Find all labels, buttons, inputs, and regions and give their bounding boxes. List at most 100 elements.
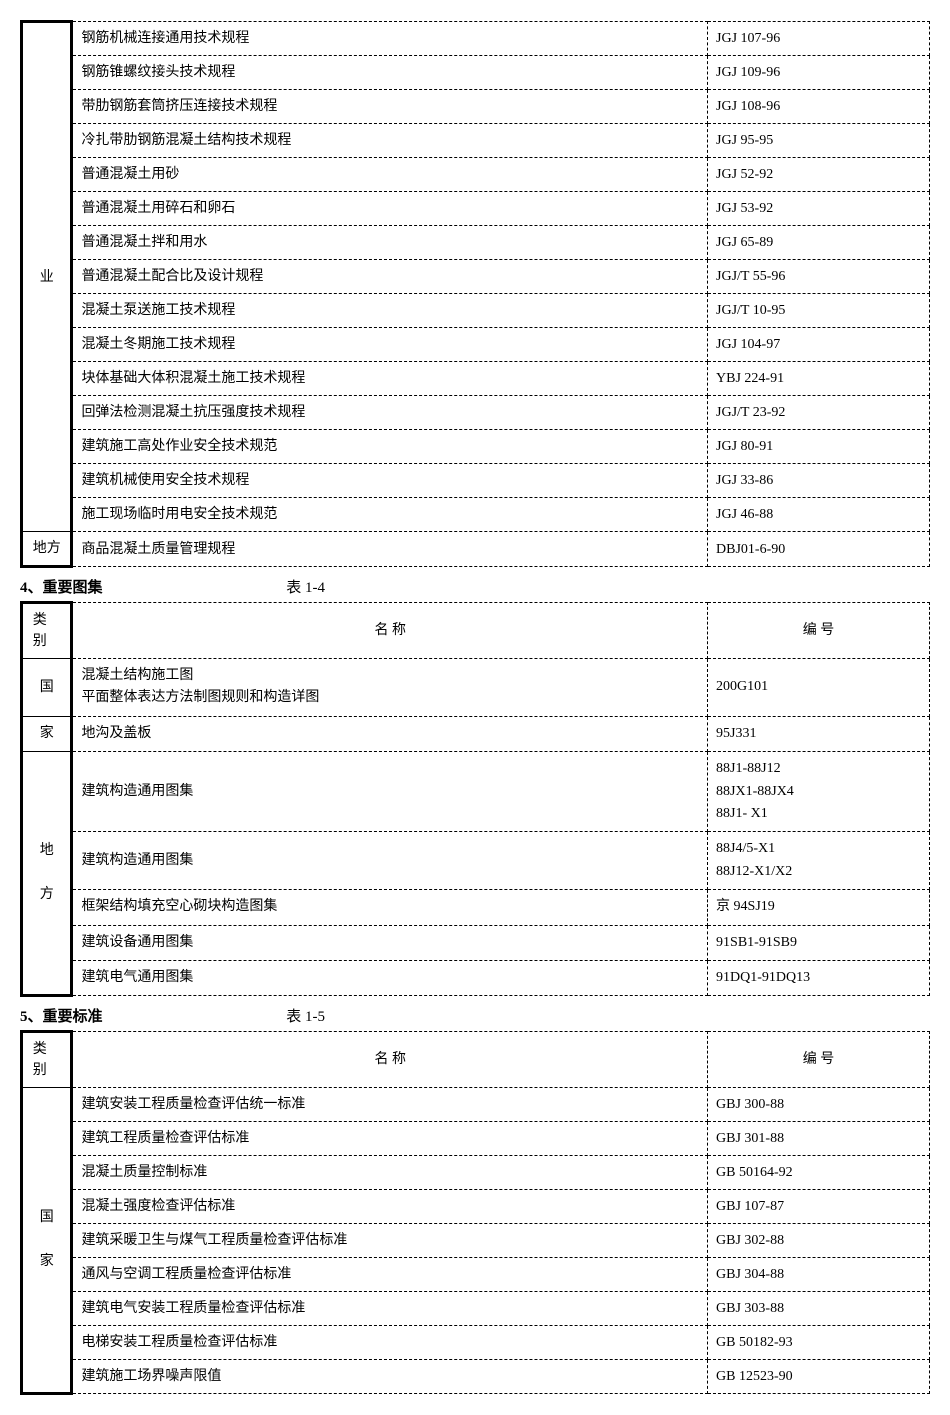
table-row: 建筑电气通用图集91DQ1-91DQ13: [22, 960, 930, 995]
code-cell: JGJ 80-91: [708, 430, 930, 464]
category-cell: 家: [22, 716, 72, 751]
name-cell: 建筑构造通用图集: [72, 832, 708, 890]
name-cell: 普通混凝土配合比及设计规程: [72, 260, 708, 294]
section-5-table-label: 表 1-5: [286, 1009, 325, 1025]
code-cell: JGJ 65-89: [708, 226, 930, 260]
name-cell: 施工现场临时用电安全技术规范: [72, 498, 708, 532]
name-cell: 混凝土强度检查评估标准: [72, 1190, 708, 1224]
table-row: 建筑施工场界噪声限值GB 12523-90: [22, 1360, 930, 1394]
code-cell: GBJ 304-88: [708, 1258, 930, 1292]
code-cell: JGJ 104-97: [708, 328, 930, 362]
name-cell: 建筑电气通用图集: [72, 960, 708, 995]
code-cell: YBJ 224-91: [708, 362, 930, 396]
table-2: 类别名 称编 号国混凝土结构施工图平面整体表达方法制图规则和构造详图200G10…: [20, 601, 930, 997]
table-row: 回弹法检测混凝土抗压强度技术规程JGJ/T 23-92: [22, 396, 930, 430]
code-cell: JGJ 109-96: [708, 56, 930, 90]
table-3: 类别名 称编 号国家建筑安装工程质量检查评估统一标准GBJ 300-88建筑工程…: [20, 1030, 930, 1395]
code-cell: DBJ01-6-90: [708, 532, 930, 567]
name-cell: 普通混凝土用砂: [72, 158, 708, 192]
name-cell: 普通混凝土用碎石和卵石: [72, 192, 708, 226]
code-cell: GBJ 301-88: [708, 1122, 930, 1156]
table-row: 建筑设备通用图集91SB1-91SB9: [22, 925, 930, 960]
name-cell: 混凝土泵送施工技术规程: [72, 294, 708, 328]
table-row: 家地沟及盖板95J331: [22, 716, 930, 751]
table-row: 普通混凝土用碎石和卵石JGJ 53-92: [22, 192, 930, 226]
name-cell: 商品混凝土质量管理规程: [72, 532, 708, 567]
section-4-table-label: 表 1-4: [286, 580, 325, 596]
name-cell: 普通混凝土拌和用水: [72, 226, 708, 260]
code-cell: JGJ/T 10-95: [708, 294, 930, 328]
name-cell: 建筑电气安装工程质量检查评估标准: [72, 1292, 708, 1326]
code-cell: 88J1-88J1288JX1-88JX488J1- X1: [708, 752, 930, 832]
name-cell: 框架结构填充空心砌块构造图集: [72, 890, 708, 925]
name-cell: 建筑安装工程质量检查评估统一标准: [72, 1088, 708, 1122]
header-name: 名 称: [72, 603, 708, 659]
name-cell: 块体基础大体积混凝土施工技术规程: [72, 362, 708, 396]
table-header-row: 类别名 称编 号: [22, 1032, 930, 1088]
table-row: 普通混凝土配合比及设计规程JGJ/T 55-96: [22, 260, 930, 294]
code-cell: 95J331: [708, 716, 930, 751]
code-cell: GBJ 302-88: [708, 1224, 930, 1258]
table-row: 建筑采暖卫生与煤气工程质量检查评估标准GBJ 302-88: [22, 1224, 930, 1258]
table-1: 业钢筋机械连接通用技术规程JGJ 107-96钢筋锥螺纹接头技术规程JGJ 10…: [20, 20, 930, 568]
category-cell: 国家: [22, 1088, 72, 1394]
header-name: 名 称: [72, 1032, 708, 1088]
section-4-title-text: 4、重要图集: [20, 580, 103, 596]
header-code: 编 号: [708, 1032, 930, 1088]
name-cell: 建筑设备通用图集: [72, 925, 708, 960]
code-cell: GBJ 300-88: [708, 1088, 930, 1122]
name-cell: 混凝土冬期施工技术规程: [72, 328, 708, 362]
name-cell: 建筑构造通用图集: [72, 752, 708, 832]
header-category: 类别: [22, 603, 72, 659]
name-cell: 带肋钢筋套筒挤压连接技术规程: [72, 90, 708, 124]
code-cell: 91SB1-91SB9: [708, 925, 930, 960]
code-cell: JGJ/T 23-92: [708, 396, 930, 430]
table-header-row: 类别名 称编 号: [22, 603, 930, 659]
name-cell: 通风与空调工程质量检查评估标准: [72, 1258, 708, 1292]
section-5-title: 5、重要标准 表 1-5: [20, 997, 930, 1030]
name-cell: 建筑机械使用安全技术规程: [72, 464, 708, 498]
code-cell: JGJ 53-92: [708, 192, 930, 226]
code-cell: JGJ/T 55-96: [708, 260, 930, 294]
table-row: 建筑电气安装工程质量检查评估标准GBJ 303-88: [22, 1292, 930, 1326]
section-4-title: 4、重要图集 表 1-4: [20, 568, 930, 601]
table-row: 业钢筋机械连接通用技术规程JGJ 107-96: [22, 22, 930, 56]
table-row: 地方建筑构造通用图集88J1-88J1288JX1-88JX488J1- X1: [22, 752, 930, 832]
code-cell: GB 50182-93: [708, 1326, 930, 1360]
name-cell: 钢筋机械连接通用技术规程: [72, 22, 708, 56]
name-cell: 钢筋锥螺纹接头技术规程: [72, 56, 708, 90]
category-cell: 国: [22, 659, 72, 717]
table-row: 混凝土冬期施工技术规程JGJ 104-97: [22, 328, 930, 362]
table-row: 建筑工程质量检查评估标准GBJ 301-88: [22, 1122, 930, 1156]
table-row: 国家建筑安装工程质量检查评估统一标准GBJ 300-88: [22, 1088, 930, 1122]
code-cell: 200G101: [708, 659, 930, 717]
code-cell: JGJ 95-95: [708, 124, 930, 158]
code-cell: GBJ 107-87: [708, 1190, 930, 1224]
category-cell: 地方: [22, 752, 72, 996]
table-row: 冷扎带肋钢筋混凝土结构技术规程JGJ 95-95: [22, 124, 930, 158]
name-cell: 建筑工程质量检查评估标准: [72, 1122, 708, 1156]
code-cell: JGJ 33-86: [708, 464, 930, 498]
table-row: 块体基础大体积混凝土施工技术规程YBJ 224-91: [22, 362, 930, 396]
table-row: 建筑构造通用图集88J4/5-X188J12-X1/X2: [22, 832, 930, 890]
name-cell: 冷扎带肋钢筋混凝土结构技术规程: [72, 124, 708, 158]
table-row: 施工现场临时用电安全技术规范JGJ 46-88: [22, 498, 930, 532]
name-cell: 电梯安装工程质量检查评估标准: [72, 1326, 708, 1360]
table-row: 混凝土质量控制标准GB 50164-92: [22, 1156, 930, 1190]
code-cell: JGJ 46-88: [708, 498, 930, 532]
code-cell: GB 50164-92: [708, 1156, 930, 1190]
table-row: 普通混凝土拌和用水JGJ 65-89: [22, 226, 930, 260]
table-row: 建筑机械使用安全技术规程JGJ 33-86: [22, 464, 930, 498]
code-cell: JGJ 52-92: [708, 158, 930, 192]
section-5-title-text: 5、重要标准: [20, 1009, 103, 1025]
table-row: 地方商品混凝土质量管理规程DBJ01-6-90: [22, 532, 930, 567]
table-row: 混凝土泵送施工技术规程JGJ/T 10-95: [22, 294, 930, 328]
code-cell: 88J4/5-X188J12-X1/X2: [708, 832, 930, 890]
code-cell: GB 12523-90: [708, 1360, 930, 1394]
code-cell: 京 94SJ19: [708, 890, 930, 925]
name-cell: 地沟及盖板: [72, 716, 708, 751]
table-row: 电梯安装工程质量检查评估标准GB 50182-93: [22, 1326, 930, 1360]
table-row: 普通混凝土用砂JGJ 52-92: [22, 158, 930, 192]
table-row: 混凝土强度检查评估标准GBJ 107-87: [22, 1190, 930, 1224]
table-row: 带肋钢筋套筒挤压连接技术规程JGJ 108-96: [22, 90, 930, 124]
